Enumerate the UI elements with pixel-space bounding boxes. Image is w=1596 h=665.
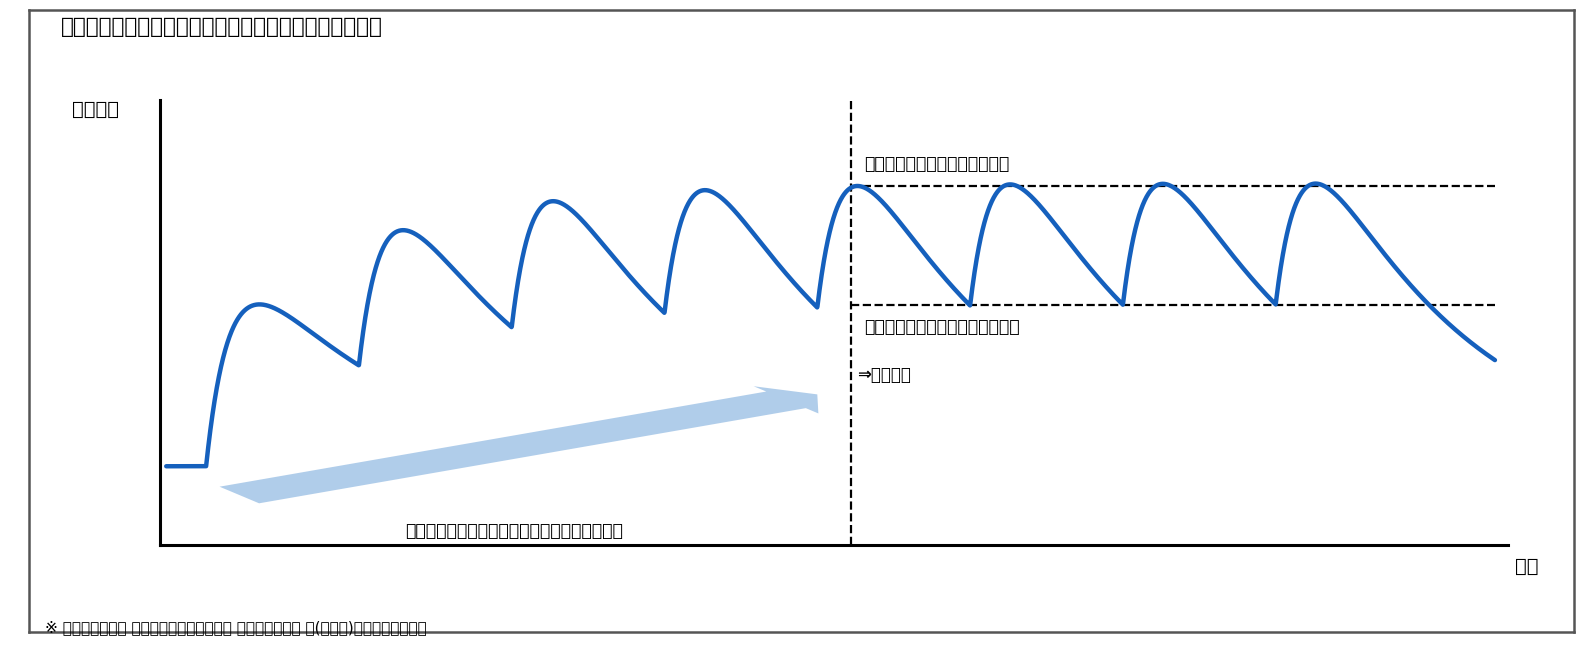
Text: ※ 「本当にわかる 精神科の薬はじめの一歩 改訂版」稲田健 編(羊土社)等より、筆者作成: ※ 「本当にわかる 精神科の薬はじめの一歩 改訂版」稲田健 編(羊土社)等より、… [45,620,426,635]
FancyArrow shape [220,386,819,503]
Text: 血中濃度: 血中濃度 [72,100,120,119]
Text: 図表９．薬物の反復投与と血中濃度の推移（イメージ）: 図表９．薬物の反復投与と血中濃度の推移（イメージ） [61,17,383,37]
Text: ピーク濃度　：　副作用と相関: ピーク濃度 ： 副作用と相関 [863,156,1009,174]
Text: おおむね５回の反復投与で、定常状態に達する: おおむね５回の反復投与で、定常状態に達する [405,522,624,540]
Text: ⇒定常状態: ⇒定常状態 [857,366,911,384]
Text: トラフ濃度　：　治療効果と相関: トラフ濃度 ： 治療効果と相関 [863,318,1020,336]
Text: 時間: 時間 [1515,557,1539,575]
